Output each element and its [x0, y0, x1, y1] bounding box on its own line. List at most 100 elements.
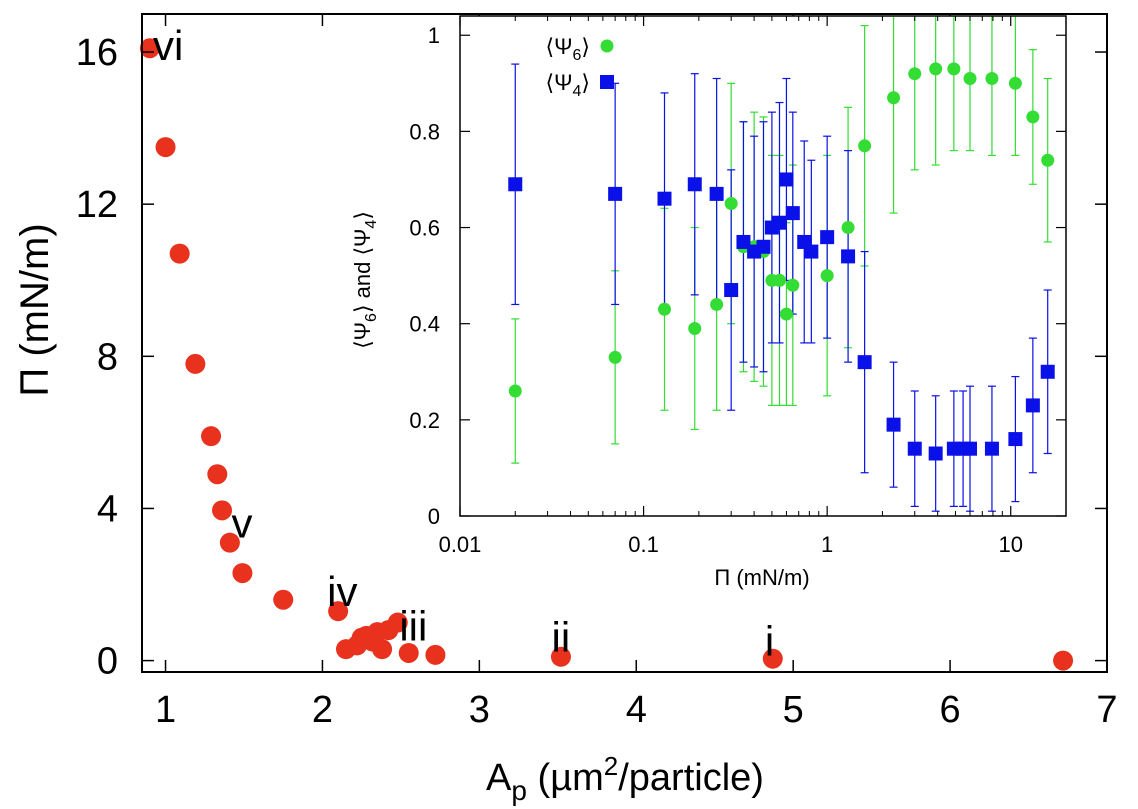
legend-label: ⟨Ψ6⟩ [546, 34, 590, 64]
inset-psi6-point [1008, 76, 1022, 90]
inset-psi6-point [985, 72, 999, 85]
main-annotation-label: iv [327, 568, 357, 615]
inset-psi4-point [963, 441, 978, 456]
inset-psi4-point [1008, 432, 1023, 447]
main-y-tick-label: 8 [97, 336, 118, 378]
inset-psi6-point [608, 350, 622, 364]
main-data-point [762, 648, 783, 669]
inset-psi4-point [724, 283, 739, 298]
main-y-tick-label: 4 [97, 488, 118, 530]
main-y-tick-label: 12 [76, 184, 118, 226]
legend-psi4-marker [600, 75, 614, 89]
inset-y-tick-label: 0.2 [409, 408, 440, 433]
main-data-point [201, 426, 222, 447]
inset-chart: 0.01 0.1 1 10 0 0.2 0.4 0.6 0.8 1 ⟨Ψ6⟩ ⟨Ψ4⟩ Π (mN/… [350, 15, 1067, 590]
main-data-point [387, 612, 408, 633]
inset-y-tick-label: 0.4 [409, 312, 440, 337]
inset-points [508, 62, 1055, 461]
main-x-tick-label: 1 [155, 689, 176, 731]
inset-psi4-point [1025, 398, 1040, 413]
inset-x-axis-label: Π (mN/m) [714, 565, 809, 590]
inset-psi4-point [907, 441, 922, 456]
inset-psi4-point [736, 234, 751, 249]
inset-psi6-point [710, 297, 724, 311]
main-data-point [273, 589, 294, 610]
inset-psi4-point [508, 177, 523, 192]
legend-psi6-marker [600, 39, 614, 53]
inset-psi4-point [785, 206, 800, 221]
inset-psi4-point [779, 172, 794, 187]
main-y-tick-label: 0 [97, 641, 118, 683]
main-data-point [207, 464, 228, 485]
main-annotation-label: vi [153, 22, 183, 69]
inset-psi6-point [779, 307, 793, 321]
inset-x-tick-label: 1 [821, 532, 833, 557]
main-data-point [139, 38, 160, 59]
main-data-point [155, 137, 176, 158]
inset-psi6-point [908, 67, 922, 81]
inset-y-tick-label: 1 [428, 23, 440, 48]
main-data-point [398, 642, 419, 663]
inset-psi6-point [657, 302, 671, 316]
main-data-point [550, 646, 571, 667]
main-data-point [1053, 650, 1074, 671]
main-x-tick-label: 4 [626, 689, 647, 731]
main-x-tick-label: 2 [312, 689, 333, 731]
inset-psi6-point [786, 278, 800, 292]
inset-psi4-point [804, 244, 819, 259]
inset-psi6-point [1026, 110, 1040, 124]
legend-label: ⟨Ψ4⟩ [546, 70, 590, 100]
inset-y-tick-label: 0.6 [409, 216, 440, 241]
inset-psi4-point [928, 446, 943, 461]
inset-psi4-point [886, 417, 901, 432]
main-x-tick-label: 5 [783, 689, 804, 731]
inset-psi6-point [858, 139, 872, 153]
inset-y-tick-label: 0 [428, 504, 440, 529]
inset-plot-frame [459, 15, 1067, 517]
main-data-point [185, 353, 206, 374]
inset-psi4-point [772, 215, 787, 230]
inset-legend: ⟨Ψ6⟩ ⟨Ψ4⟩ [546, 34, 614, 100]
main-x-tick-label: 7 [1096, 689, 1117, 731]
inset-psi4-point [1040, 364, 1055, 379]
main-data-point [219, 532, 240, 553]
main-x-axis-label: Ap (µm2/particle) [486, 751, 764, 806]
main-y-axis-label: Π (mN/m) [13, 223, 57, 396]
main-data-point [372, 639, 393, 660]
inset-psi4-point [709, 186, 724, 201]
inset-psi6-point [508, 384, 522, 398]
main-points [139, 38, 1074, 671]
main-data-point [328, 601, 349, 622]
main-annotation-label: ii [552, 614, 571, 661]
inset-psi6-point [963, 72, 977, 85]
inset-psi6-point [947, 62, 961, 76]
inset-psi6-point [820, 269, 834, 283]
main-data-point [169, 243, 190, 264]
inset-x-tick-label: 0.1 [628, 532, 659, 557]
main-plot-frame [141, 13, 1108, 673]
main-x-tick-label: 6 [940, 689, 961, 731]
inset-psi4-point [687, 177, 702, 192]
inset-psi6-point [929, 62, 943, 76]
inset-psi4-point [820, 230, 835, 245]
main-x-tick-label: 3 [469, 689, 490, 731]
inset-psi6-point [1041, 153, 1055, 167]
inset-psi6-point [772, 273, 786, 287]
main-annotation-label: i [765, 617, 774, 664]
main-data-point [425, 644, 446, 665]
inset-x-tick-label: 10 [998, 532, 1022, 557]
inset-psi4-point [756, 239, 771, 254]
inset-x-tick-label: 0.01 [439, 532, 482, 557]
main-annotation-label: iii [399, 602, 427, 649]
inset-psi6-point [688, 322, 702, 335]
inset-psi6-point [887, 91, 901, 105]
main-data-point [232, 563, 253, 584]
inset-psi6-point [841, 221, 855, 235]
inset-psi6-point [724, 197, 738, 210]
inset-y-tick-label: 0.8 [409, 119, 440, 144]
main-data-point [212, 500, 233, 521]
inset-psi4-point [657, 191, 672, 206]
